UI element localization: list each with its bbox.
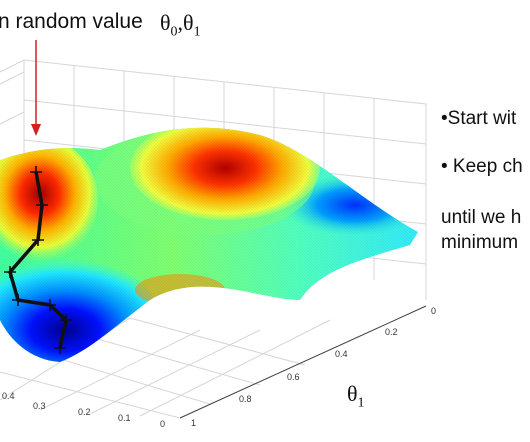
theta1-tick-0: 0 (431, 306, 436, 316)
start-caption: n random value (0, 10, 143, 33)
bullet-until: until we h minimum (441, 205, 521, 255)
theta1-tick-3: 0.6 (287, 372, 300, 382)
theta1-tick-4: 0.8 (239, 394, 252, 404)
theta1-tick-5: 1 (191, 418, 196, 428)
cost-surface (0, 127, 418, 363)
theta1-axis-subscript: 1 (357, 395, 365, 411)
theta-separator: ,θ (177, 10, 194, 35)
theta1-axis (179, 305, 427, 419)
theta1-tick-1: 0.2 (385, 327, 398, 337)
theta1-tick-2: 0.4 (335, 349, 348, 359)
theta0-tick-1: 0.3 (33, 401, 46, 411)
theta1-symbol: θ (347, 381, 358, 406)
theta0-tick-3: 0.1 (118, 413, 131, 423)
until-line-1: until we h (441, 207, 522, 228)
bullet-keep: • Keep ch (441, 156, 523, 177)
theta1-axis-label: θ1 (347, 381, 365, 411)
bullet-start: •Start wit (441, 108, 517, 129)
start-arrow (31, 40, 41, 136)
theta1-subscript: 1 (193, 24, 201, 40)
descent-step-markers (4, 166, 72, 354)
until-line-2: minimum (441, 232, 519, 253)
theta-params-label: θ0,θ1 (160, 10, 201, 40)
theta0-tick-0: 0.4 (2, 391, 15, 401)
theta0-subscript: 0 (170, 24, 178, 40)
theta-symbol: θ (160, 10, 171, 35)
theta0-tick-4: 0 (160, 419, 165, 429)
theta0-tick-2: 0.2 (78, 407, 91, 417)
